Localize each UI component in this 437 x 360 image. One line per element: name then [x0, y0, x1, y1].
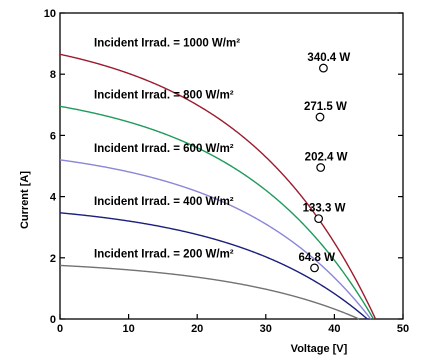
series-name-label: Incident Irrad. = 200 W/m²: [94, 248, 234, 260]
axis-ticks: 0 10 20 30 40 50 0 2 4 6 8 10: [44, 8, 409, 335]
iv-curve: [59, 159, 372, 320]
iv-curve: [59, 53, 377, 320]
y-tick-label: 4: [50, 192, 57, 204]
mpp-power-label: 271.5 W: [304, 101, 347, 113]
x-tick-label: 10: [122, 323, 134, 335]
y-tick-label: 10: [44, 8, 56, 20]
mpp-marker: [316, 163, 326, 172]
mpp-power-label: 133.3 W: [303, 203, 346, 215]
mpp-power-label: 202.4 W: [305, 152, 348, 164]
iv-curve: [59, 264, 360, 320]
series-name-label: Incident Irrad. = 400 W/m²: [94, 196, 234, 208]
series-labels: 340.4 W Incident Irrad. = 1000 W/m² 271.5 …: [94, 37, 350, 264]
x-tick-label: 50: [397, 323, 409, 335]
y-tick-label: 0: [50, 314, 56, 326]
mpp-marker: [314, 214, 324, 224]
series-name-label: Incident Irrad. = 1000 W/m²: [94, 37, 240, 49]
y-tick-label: 6: [50, 130, 56, 142]
x-tick-label: 20: [191, 323, 203, 335]
mpp-marker: [315, 112, 325, 122]
iv-curve: [59, 105, 375, 320]
mpp-marker: [310, 263, 319, 273]
iv-curves: [59, 53, 377, 320]
y-tick-label: 8: [50, 69, 56, 81]
x-tick-label: 0: [57, 323, 63, 335]
series-name-label: Incident Irrad. = 800 W/m²: [94, 89, 234, 101]
mpp-power-label: 340.4 W: [307, 52, 350, 64]
series-name-label: Incident Irrad. = 600 W/m²: [94, 143, 234, 155]
iv-curve: [59, 212, 368, 320]
x-tick-label: 40: [328, 323, 340, 335]
x-tick-label: 30: [260, 323, 272, 335]
mpp-power-label: 64.8 W: [299, 252, 336, 264]
x-axis-label: Voltage [V]: [291, 343, 348, 355]
mpp-marker: [319, 63, 328, 73]
y-tick-label: 2: [50, 253, 56, 265]
y-axis-label: Current [A]: [19, 171, 31, 229]
